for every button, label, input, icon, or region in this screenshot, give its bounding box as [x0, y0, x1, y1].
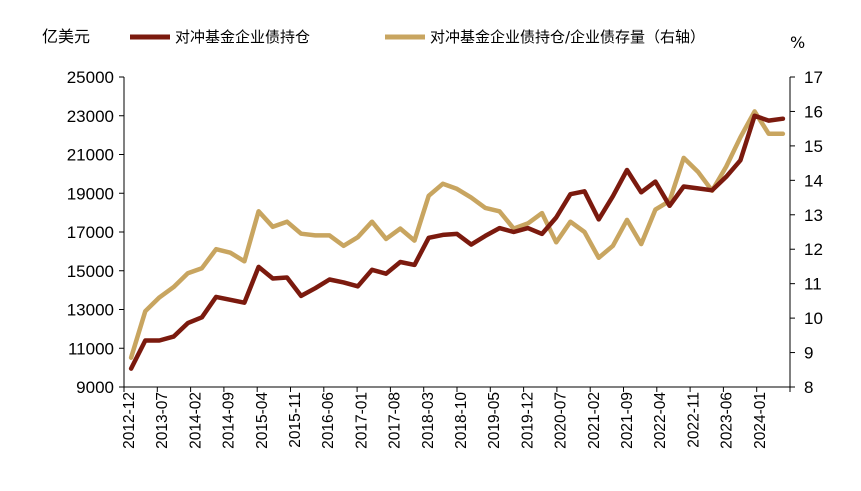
right-tick-label: 14: [804, 171, 823, 190]
legend-label-ratio: 对冲基金企业债持仓/企业债存量（右轴）: [430, 28, 705, 46]
left-tick-label: 13000: [67, 301, 114, 320]
left-tick-label: 25000: [67, 68, 114, 87]
right-tick-label: 8: [804, 378, 813, 397]
left-tick-label: 17000: [67, 223, 114, 242]
right-tick-label: 9: [804, 344, 813, 363]
legend: 亿美元 对冲基金企业债持仓 对冲基金企业债持仓/企业债存量（右轴） %: [42, 27, 805, 52]
left-tick-label: 9000: [76, 378, 114, 397]
x-tick-label: 2018-10: [453, 392, 470, 449]
right-tick-label: 10: [804, 309, 823, 328]
right-tick-label: 13: [804, 206, 823, 225]
x-tick-label: 2022-11: [685, 392, 702, 448]
x-tick-label: 2013-07: [154, 392, 171, 449]
right-tick-label: 11: [804, 275, 822, 294]
series-layer: [128, 109, 786, 371]
left-axis-unit: 亿美元: [42, 27, 90, 46]
left-tick-label: 23000: [67, 107, 114, 126]
x-tick-label: 2014-09: [221, 392, 238, 449]
x-tick-label: 2020-07: [553, 392, 570, 449]
left-tick-label: 15000: [67, 262, 114, 281]
x-tick-label: 2021-09: [619, 392, 636, 449]
left-tick-label: 19000: [67, 184, 114, 203]
x-tick-label: 2015-11: [287, 392, 304, 448]
right-tick-label: 15: [804, 137, 823, 156]
x-tick-label: 2017-01: [353, 392, 370, 449]
right-tick-label: 12: [804, 240, 823, 259]
x-tick-label: 2012-12: [121, 392, 138, 449]
left-tick-label: 11000: [68, 339, 114, 358]
x-tick-label: 2023-06: [719, 392, 736, 449]
axes: 9000 11000 13000 15000 17000 19000 21000 23000 2…: [67, 68, 823, 449]
right-axis-unit: %: [790, 33, 805, 52]
x-tick-label: 2018-03: [420, 392, 437, 449]
x-tick-label: 2017-08: [387, 392, 404, 449]
legend-label-holdings: 对冲基金企业债持仓: [175, 28, 310, 46]
left-tick-label: 21000: [67, 146, 114, 165]
series-line-holdings: [128, 113, 786, 371]
x-tick-label: 2021-02: [586, 392, 603, 449]
x-tick-label: 2016-06: [320, 392, 337, 449]
x-tick-label: 2015-04: [254, 392, 271, 449]
x-tick-label: 2024-01: [752, 392, 769, 449]
x-tick-label: 2019-05: [486, 392, 503, 449]
x-tick-label: 2019-12: [519, 392, 536, 449]
right-tick-label: 17: [804, 68, 823, 87]
x-tick-label: 2014-02: [187, 392, 204, 449]
x-tick-label: 2022-04: [652, 392, 669, 449]
right-tick-label: 16: [804, 102, 823, 121]
